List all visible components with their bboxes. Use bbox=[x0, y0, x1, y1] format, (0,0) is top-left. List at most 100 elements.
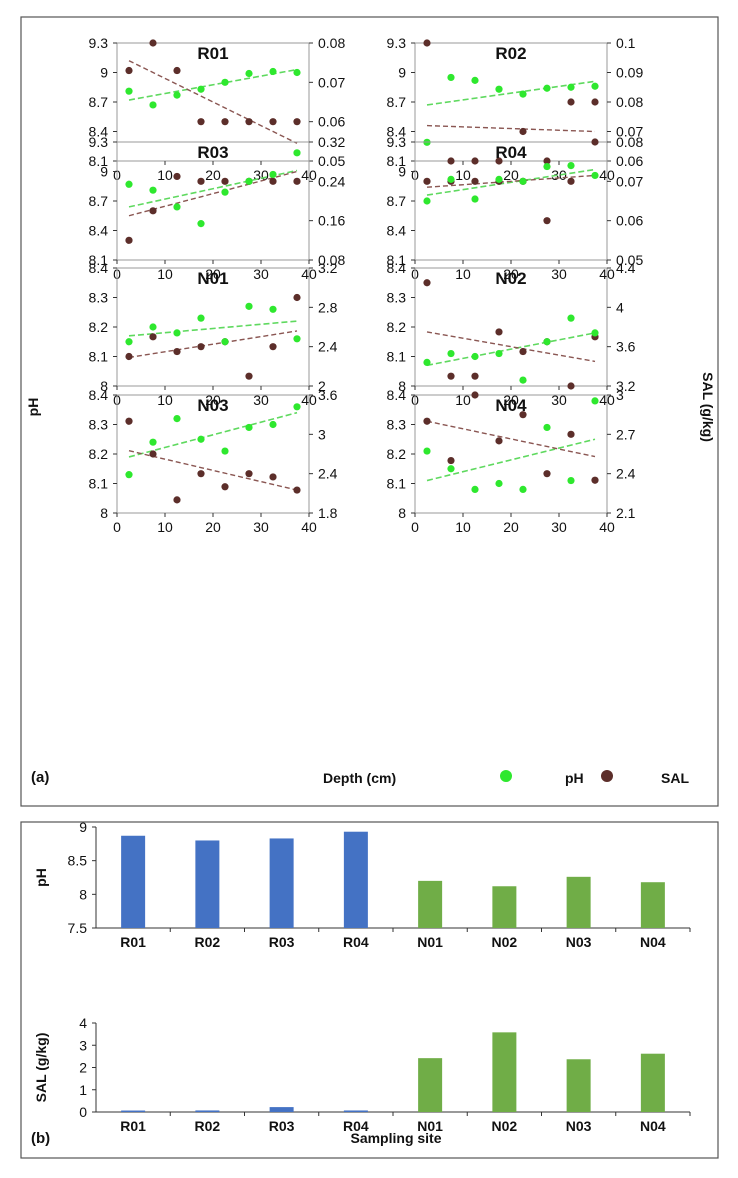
sal-point bbox=[495, 157, 503, 165]
ph-tick-label: 8.1 bbox=[387, 153, 407, 169]
sal-tick-label: 0.1 bbox=[616, 35, 636, 51]
scatter-title: N04 bbox=[495, 396, 527, 415]
y-tick-label: 4 bbox=[79, 1015, 87, 1031]
bar-r04 bbox=[343, 831, 368, 928]
ph-point bbox=[197, 435, 205, 443]
ph-tick-label: 9 bbox=[100, 65, 108, 81]
sal-tick-label: 3.2 bbox=[616, 378, 636, 394]
bar-n04 bbox=[640, 882, 665, 928]
sal-point bbox=[447, 456, 455, 465]
y-tick-label: 2 bbox=[79, 1060, 87, 1076]
sal-tick-label: 4 bbox=[616, 299, 624, 315]
ph-point bbox=[447, 175, 455, 183]
ph-point bbox=[293, 149, 301, 157]
sal-tick-label: 0.06 bbox=[616, 153, 643, 169]
sal-tick-label: 0.05 bbox=[318, 153, 345, 169]
sal-point bbox=[125, 236, 133, 244]
sal-point bbox=[471, 157, 479, 165]
ph-point bbox=[495, 349, 503, 358]
sal-point bbox=[591, 138, 599, 146]
ph-point bbox=[495, 85, 503, 93]
x-tick-label: 40 bbox=[301, 519, 317, 535]
sal-point bbox=[447, 372, 455, 380]
x-tick-label: 0 bbox=[113, 519, 121, 535]
x-tick-label: 30 bbox=[551, 519, 567, 535]
ph-point bbox=[221, 447, 229, 455]
panel-a-label: (a) bbox=[31, 769, 49, 786]
sal-point bbox=[149, 450, 157, 458]
x-tick-label: 10 bbox=[157, 519, 173, 535]
ph-tick-label: 8 bbox=[100, 505, 108, 521]
ph-point bbox=[125, 338, 133, 346]
ph-trend-line bbox=[426, 438, 596, 482]
ph-tick-label: 8.1 bbox=[387, 252, 407, 268]
sal-tick-label: 0.32 bbox=[318, 134, 345, 150]
scatter-panel-r03: 0 10 20 30 408.18.48.799.30.080.160.240.32R0… bbox=[89, 134, 346, 282]
sal-tick-label: 0.07 bbox=[318, 74, 345, 90]
x-tick-label: 30 bbox=[253, 392, 269, 408]
sal-tick-label: 0.06 bbox=[318, 114, 345, 130]
ph-tick-label: 9 bbox=[398, 65, 406, 81]
x-tick-label: 20 bbox=[503, 266, 519, 282]
sal-trend-line bbox=[426, 331, 596, 363]
ph-point bbox=[447, 465, 455, 473]
sal-tick-label: 0.05 bbox=[616, 252, 643, 268]
category-label: R02 bbox=[195, 1118, 221, 1134]
ph-tick-label: 8.4 bbox=[387, 223, 407, 239]
x-tick-label: 30 bbox=[551, 392, 567, 408]
y-axis-label: pH bbox=[33, 868, 49, 887]
category-label: R01 bbox=[120, 1118, 146, 1134]
sal-trend-line bbox=[128, 330, 298, 359]
sal-point bbox=[173, 496, 181, 504]
ph-tick-label: 8.2 bbox=[89, 319, 109, 335]
ph-tick-label: 8.4 bbox=[89, 124, 109, 140]
ph-tick-label: 8 bbox=[398, 378, 406, 394]
category-label: N03 bbox=[566, 934, 592, 950]
ph-point bbox=[471, 195, 479, 203]
ph-point bbox=[269, 67, 277, 76]
bar-r03 bbox=[269, 1107, 294, 1112]
ph-point bbox=[519, 177, 527, 185]
category-label: N02 bbox=[492, 934, 518, 950]
sal-point bbox=[495, 437, 503, 445]
ph-point bbox=[567, 83, 575, 91]
ph-tick-label: 8.2 bbox=[387, 319, 407, 335]
sal-point bbox=[423, 177, 431, 185]
ph-tick-label: 8.4 bbox=[387, 387, 407, 403]
ph-trend-line bbox=[426, 80, 596, 106]
sal-point bbox=[221, 118, 229, 126]
sal-point bbox=[423, 417, 431, 425]
ph-point bbox=[495, 479, 503, 488]
sal-point bbox=[423, 39, 431, 47]
y-tick-label: 7.5 bbox=[68, 920, 88, 936]
ph-point bbox=[471, 485, 479, 493]
sal-trend-line bbox=[128, 450, 298, 491]
sal-tick-label: 2.7 bbox=[616, 426, 636, 442]
sal-point bbox=[543, 217, 551, 225]
sal-point bbox=[149, 207, 157, 215]
x-tick-label: 10 bbox=[157, 392, 173, 408]
sal-point bbox=[567, 430, 575, 438]
scatter-panels: 0 10 20 30 408.18.48.799.30.050.060.070.08R0… bbox=[89, 35, 644, 535]
ph-tick-label: 8.3 bbox=[387, 290, 407, 306]
ph-tick-label: 8.3 bbox=[89, 417, 109, 433]
ph-point bbox=[567, 476, 575, 485]
ph-tick-label: 9.3 bbox=[387, 134, 407, 150]
ph-tick-label: 8.1 bbox=[89, 153, 109, 169]
category-label: N03 bbox=[566, 1118, 592, 1134]
y-tick-label: 9 bbox=[79, 819, 87, 835]
scatter-title: R02 bbox=[495, 44, 526, 63]
ph-tick-label: 8.3 bbox=[387, 417, 407, 433]
bar-r03 bbox=[269, 838, 294, 928]
sal-tick-label: 3.2 bbox=[318, 260, 338, 276]
panel-b-x-label: Sampling site bbox=[350, 1130, 441, 1146]
ph-trend-line bbox=[128, 169, 298, 208]
sal-tick-label: 2.1 bbox=[616, 505, 636, 521]
sal-tick-label: 2.4 bbox=[318, 466, 338, 482]
panel-a-y-right-label: SAL (g/kg) bbox=[700, 372, 716, 442]
ph-point bbox=[149, 101, 157, 109]
ph-tick-label: 8.4 bbox=[387, 124, 407, 140]
ph-point bbox=[173, 415, 181, 423]
sal-tick-label: 0.16 bbox=[318, 213, 345, 229]
